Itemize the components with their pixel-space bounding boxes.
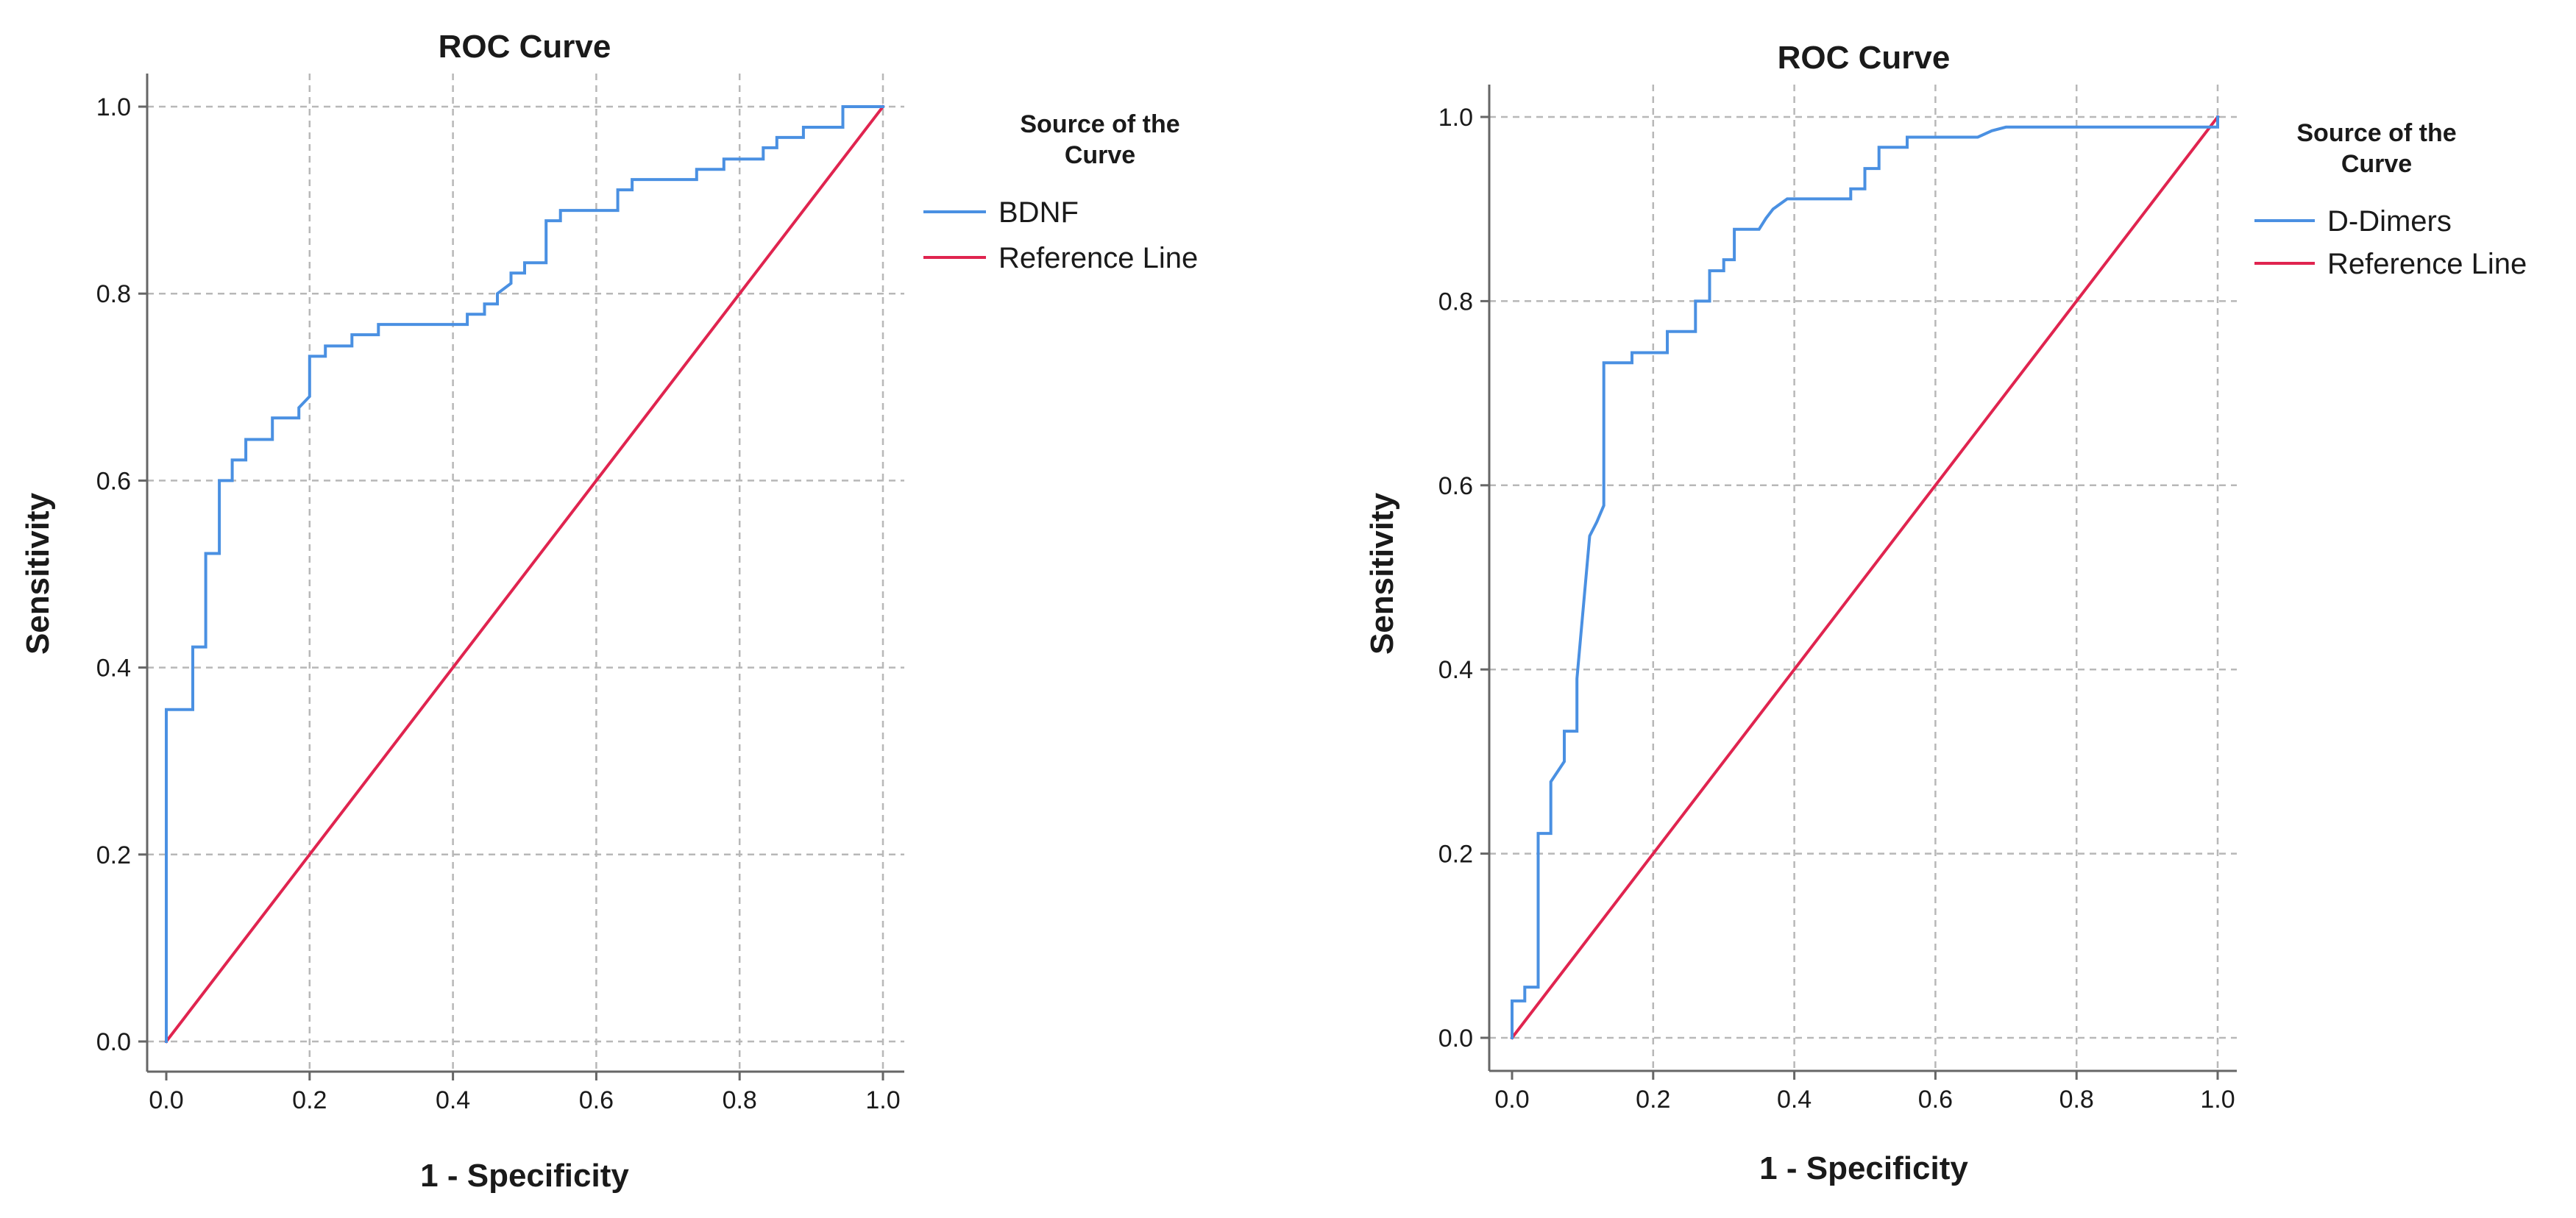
y-tick-label: 0.6 (1438, 472, 1473, 500)
x-tick-label: 0.6 (579, 1086, 614, 1114)
legend-label: Reference Line (2327, 248, 2527, 280)
y-tick-label: 0.0 (96, 1028, 131, 1056)
legend-title: Curve (1065, 141, 1135, 169)
x-tick-label: 0.4 (436, 1086, 470, 1114)
reference-line (1510, 115, 2220, 1040)
legend: Source of the Curve D-Dimers Reference Line (2254, 119, 2527, 280)
y-tick-label: 0.0 (1438, 1025, 1473, 1053)
y-tick-label: 1.0 (1438, 104, 1473, 132)
x-tick-label: 0.0 (1494, 1086, 1529, 1114)
y-tick-label: 0.2 (1438, 841, 1473, 869)
x-axis-title: 1 - Specificity (420, 1158, 629, 1194)
x-tick-label: 0.2 (1636, 1086, 1670, 1114)
legend-title: Source of the (1020, 110, 1179, 138)
y-tick-label: 0.4 (1438, 656, 1473, 684)
chart-panel-2: 0.0 0.2 0.4 0.6 0.8 1.0 0.0 0.2 0.4 0.6 0.8 1.0 ROC … (1364, 40, 2527, 1186)
legend-label: Reference Line (998, 242, 1198, 274)
legend-label: D-Dimers (2327, 205, 2452, 238)
x-tick-label: 1.0 (2200, 1086, 2235, 1114)
bdnf-roc-line (165, 105, 884, 1043)
chart-panel-1: 0.0 0.2 0.4 0.6 0.8 1.0 0.0 0.2 0.4 0.6 0.8 1.0 ROC … (20, 29, 1198, 1194)
x-tick-label: 1.0 (865, 1086, 900, 1114)
y-axis-title: Sensitivity (1364, 492, 1400, 655)
y-tick-label: 0.2 (96, 841, 131, 869)
y-tick-label: 0.6 (96, 467, 131, 495)
legend-title: Curve (2341, 150, 2412, 178)
y-tick-label: 1.0 (96, 93, 131, 121)
legend-title: Source of the (2296, 119, 2456, 147)
y-tick-label: 0.8 (1438, 288, 1473, 316)
y-tick-label: 0.4 (96, 655, 131, 683)
y-tick-label: 0.8 (96, 280, 131, 308)
d-dimers-roc-line (1511, 115, 2219, 1039)
legend: Source of the Curve BDNF Reference Line (923, 110, 1198, 274)
chart-title: ROC Curve (1778, 40, 1951, 76)
x-tick-label: 0.8 (723, 1086, 757, 1114)
legend-label: BDNF (998, 196, 1079, 229)
x-tick-label: 0.2 (292, 1086, 327, 1114)
x-tick-label: 0.8 (2059, 1086, 2094, 1114)
y-axis-title: Sensitivity (20, 492, 56, 655)
x-tick-label: 0.0 (149, 1086, 183, 1114)
x-tick-label: 0.6 (1918, 1086, 1953, 1114)
x-axis-title: 1 - Specificity (1759, 1150, 1968, 1186)
chart-title: ROC Curve (439, 29, 611, 65)
reference-line (164, 104, 885, 1044)
x-tick-label: 0.4 (1777, 1086, 1812, 1114)
